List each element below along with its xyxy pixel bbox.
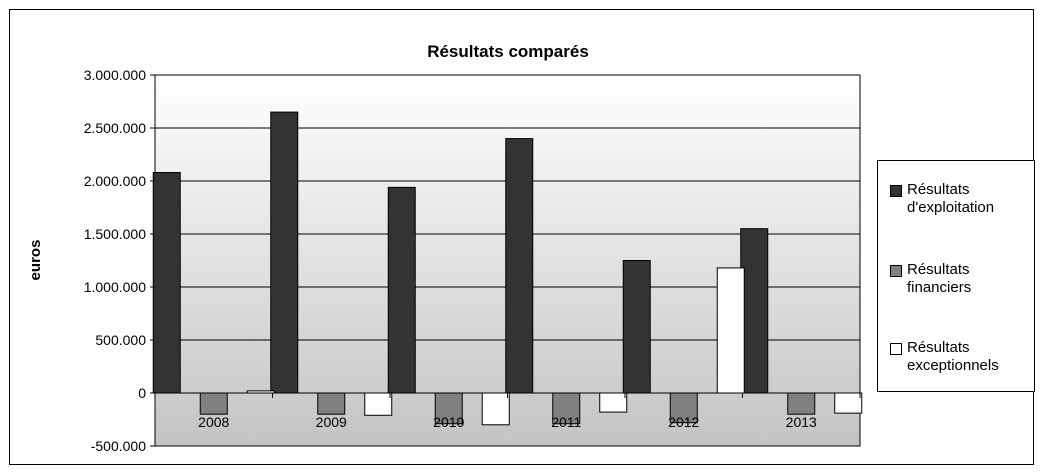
bar-exceptionnels-2013	[834, 392, 863, 414]
y-tick-label: 1.000.000	[84, 279, 146, 295]
legend-item-exceptionnels: Résultats exceptionnels	[890, 339, 1037, 375]
legend-label-exceptionnels: Résultats exceptionnels	[907, 339, 999, 374]
x-tick-label: 2011	[551, 414, 581, 430]
bar-financiers-2013	[787, 392, 816, 415]
x-tick-label: 2009	[316, 414, 347, 430]
legend-swatch-exceptionnels	[890, 343, 902, 355]
bar-exceptionnels-2012	[716, 267, 745, 394]
x-tick-label: 2008	[198, 414, 229, 430]
y-tick-label: 1.500.000	[84, 226, 146, 242]
bar-financiers-2008	[199, 392, 228, 415]
bar-exceptionnels-2009	[364, 392, 393, 416]
y-tick-label: 3.000.000	[84, 67, 146, 83]
bar-exploitation-2013	[740, 228, 769, 394]
bar-exploitation-2011	[505, 138, 534, 394]
chart-title: Résultats comparés	[427, 42, 589, 61]
y-tick-label: 2.500.000	[84, 120, 146, 136]
y-axis-label: euros	[27, 240, 44, 281]
bar-financiers-2011	[552, 392, 581, 425]
bar-exploitation-2010	[387, 186, 416, 394]
legend-label-exploitation: Résultats d'exploitation	[907, 181, 995, 216]
bar-financiers-2009	[317, 392, 346, 415]
bar-exploitation-2009	[270, 111, 299, 394]
y-tick-label: 0	[138, 385, 146, 401]
bar-exceptionnels-2011	[599, 392, 628, 413]
y-tick-label: -500.000	[91, 438, 146, 454]
legend-item-exploitation: Résultats d'exploitation	[890, 181, 1037, 217]
legend: Résultats d'exploitation Résultats finan…	[877, 160, 1035, 392]
y-tick-label: 2.000.000	[84, 173, 146, 189]
x-tick-label: 2013	[786, 414, 817, 430]
legend-swatch-exploitation	[890, 185, 902, 197]
legend-label-financiers: Résultats financiers	[907, 261, 972, 296]
x-tick-label: 2012	[668, 414, 699, 430]
bar-financiers-2012	[669, 392, 698, 424]
bar-exceptionnels-2010	[481, 392, 510, 426]
legend-item-financiers: Résultats financiers	[890, 261, 1037, 297]
bar-exploitation-2008	[152, 172, 181, 394]
x-tick-label: 2010	[433, 414, 464, 430]
y-tick-label: 500.000	[95, 332, 146, 348]
legend-swatch-financiers	[890, 265, 902, 277]
bar-exploitation-2012	[622, 260, 651, 394]
